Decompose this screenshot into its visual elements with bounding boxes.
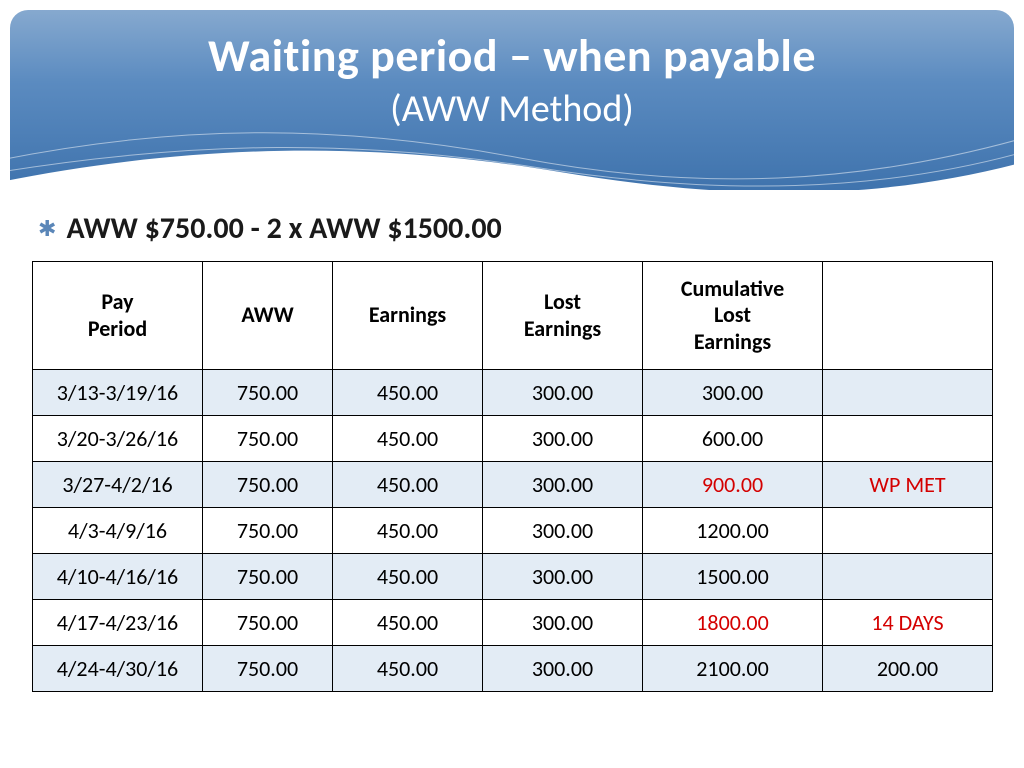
table-cell: 1200.00 xyxy=(643,508,823,554)
table-header-cell: LostEarnings xyxy=(483,262,643,370)
table-cell: 2100.00 xyxy=(643,646,823,692)
table-cell: 300.00 xyxy=(483,554,643,600)
table-cell xyxy=(823,508,993,554)
table-cell: 450.00 xyxy=(333,462,483,508)
table-header-cell: CumulativeLostEarnings xyxy=(643,262,823,370)
title-block: Waiting period – when payable (AWW Metho… xyxy=(0,28,1024,132)
table-row: 3/27-4/2/16750.00450.00300.00900.00WP ME… xyxy=(33,462,993,508)
table-cell: 450.00 xyxy=(333,416,483,462)
table-cell: 14 DAYS xyxy=(823,600,993,646)
table-cell: WP MET xyxy=(823,462,993,508)
table-cell: 1800.00 xyxy=(643,600,823,646)
table-cell xyxy=(823,370,993,416)
table-cell: 300.00 xyxy=(483,416,643,462)
table-cell: 450.00 xyxy=(333,508,483,554)
table-cell: 750.00 xyxy=(203,462,333,508)
table-cell: 750.00 xyxy=(203,600,333,646)
table-cell: 300.00 xyxy=(643,370,823,416)
bullet-text: AWW $750.00 - 2 x AWW $1500.00 xyxy=(66,210,501,247)
slide: Waiting period – when payable (AWW Metho… xyxy=(0,0,1024,768)
table-cell: 4/3-4/9/16 xyxy=(33,508,203,554)
table-row: 4/10-4/16/16750.00450.00300.001500.00 xyxy=(33,554,993,600)
slide-title: Waiting period – when payable xyxy=(0,28,1024,84)
table-cell: 3/27-4/2/16 xyxy=(33,462,203,508)
table-header-cell: AWW xyxy=(203,262,333,370)
table-cell: 4/24-4/30/16 xyxy=(33,646,203,692)
table-cell: 4/10-4/16/16 xyxy=(33,554,203,600)
table-cell: 750.00 xyxy=(203,370,333,416)
table-cell: 900.00 xyxy=(643,462,823,508)
earnings-table: PayPeriodAWWEarningsLostEarningsCumulati… xyxy=(32,261,993,692)
table-header-cell xyxy=(823,262,993,370)
asterisk-icon: ✱ xyxy=(38,218,56,240)
table-cell: 450.00 xyxy=(333,600,483,646)
table-cell: 750.00 xyxy=(203,508,333,554)
table-cell: 450.00 xyxy=(333,646,483,692)
table-header-row: PayPeriodAWWEarningsLostEarningsCumulati… xyxy=(33,262,993,370)
table-cell: 450.00 xyxy=(333,370,483,416)
table-cell: 3/20-3/26/16 xyxy=(33,416,203,462)
content-area: ✱ AWW $750.00 - 2 x AWW $1500.00 PayPeri… xyxy=(32,210,992,692)
table-cell: 4/17-4/23/16 xyxy=(33,600,203,646)
table-cell: 3/13-3/19/16 xyxy=(33,370,203,416)
table-cell: 300.00 xyxy=(483,370,643,416)
table-row: 3/13-3/19/16750.00450.00300.00300.00 xyxy=(33,370,993,416)
table-cell: 750.00 xyxy=(203,646,333,692)
table-row: 3/20-3/26/16750.00450.00300.00600.00 xyxy=(33,416,993,462)
table-cell: 300.00 xyxy=(483,646,643,692)
table-cell: 300.00 xyxy=(483,600,643,646)
table-cell: 750.00 xyxy=(203,554,333,600)
table-header-cell: PayPeriod xyxy=(33,262,203,370)
table-row: 4/17-4/23/16750.00450.00300.001800.0014 … xyxy=(33,600,993,646)
table-body: 3/13-3/19/16750.00450.00300.00300.003/20… xyxy=(33,370,993,692)
title-banner: Waiting period – when payable (AWW Metho… xyxy=(0,0,1024,200)
table-cell xyxy=(823,416,993,462)
table-cell: 300.00 xyxy=(483,462,643,508)
slide-subtitle: (AWW Method) xyxy=(0,86,1024,132)
table-header-cell: Earnings xyxy=(333,262,483,370)
table-cell xyxy=(823,554,993,600)
table-cell: 300.00 xyxy=(483,508,643,554)
bullet-row: ✱ AWW $750.00 - 2 x AWW $1500.00 xyxy=(32,210,992,247)
table-cell: 200.00 xyxy=(823,646,993,692)
table-row: 4/3-4/9/16750.00450.00300.001200.00 xyxy=(33,508,993,554)
table-cell: 750.00 xyxy=(203,416,333,462)
table-cell: 450.00 xyxy=(333,554,483,600)
table-row: 4/24-4/30/16750.00450.00300.002100.00200… xyxy=(33,646,993,692)
table-cell: 1500.00 xyxy=(643,554,823,600)
table-cell: 600.00 xyxy=(643,416,823,462)
